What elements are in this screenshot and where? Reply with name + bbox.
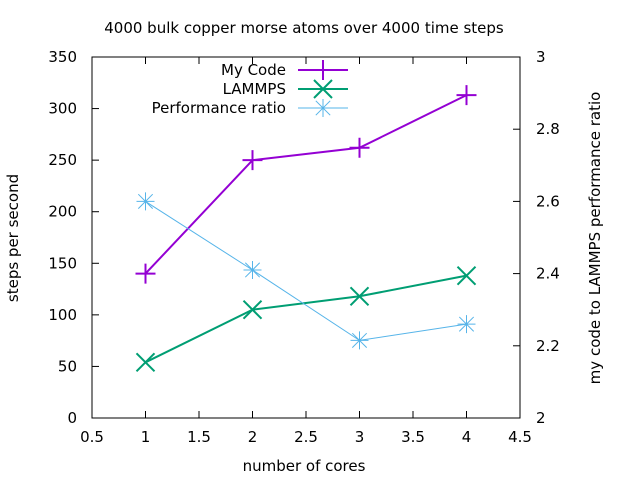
- x-tick-label: 0.5: [80, 428, 104, 446]
- y-tick-label: 100: [48, 306, 77, 324]
- y2-tick-label: 2.6: [536, 192, 560, 210]
- y-tick-label: 0: [67, 409, 77, 427]
- my-code-data-point: [349, 137, 370, 158]
- my-code-legend-label: My Code: [221, 61, 286, 79]
- y-tick-label: 300: [48, 100, 77, 118]
- y-tick-label: 50: [58, 357, 77, 375]
- performance-ratio-data-point: [457, 315, 476, 334]
- y-tick-label: 150: [48, 254, 77, 272]
- y2-tick-label: 2.2: [536, 337, 560, 355]
- lammps-series-line: [145, 274, 467, 364]
- performance-ratio-data-point: [136, 192, 155, 211]
- performance-ratio-legend-marker: [314, 99, 332, 117]
- x-tick-label: 1.5: [187, 428, 211, 446]
- chart-title: 4000 bulk copper morse atoms over 4000 t…: [104, 19, 504, 37]
- lammps-legend-marker: [313, 79, 333, 99]
- y2-tick-label: 2.4: [536, 265, 560, 283]
- my-code-data-point: [456, 85, 477, 106]
- x-tick-label: 3: [355, 428, 365, 446]
- y-axis-label: steps per second: [4, 174, 22, 302]
- y-tick-label: 200: [48, 203, 77, 221]
- lammps-legend-label: LAMMPS: [223, 80, 286, 98]
- lammps-data-point: [135, 352, 156, 373]
- x-axis-label: number of cores: [243, 457, 366, 475]
- performance-ratio-data-point: [350, 331, 369, 350]
- y-tick-label: 350: [48, 48, 77, 66]
- x-tick-label: 3.5: [401, 428, 425, 446]
- x-tick-label: 2: [248, 428, 258, 446]
- my-code-data-point: [242, 150, 263, 171]
- x-tick-label: 4.5: [508, 428, 532, 446]
- performance-ratio-series-line: [145, 200, 467, 341]
- y2-axis-label: my code to LAMMPS performance ratio: [586, 92, 604, 385]
- x-tick-label: 1: [141, 428, 151, 446]
- my-code-legend-marker: [313, 60, 333, 80]
- lammps-data-point: [349, 286, 370, 306]
- y-tick-label: 250: [48, 151, 77, 169]
- y2-tick-label: 2: [536, 409, 546, 427]
- x-tick-label: 2.5: [294, 428, 318, 446]
- performance-ratio-legend-label: Performance ratio: [152, 99, 286, 117]
- y2-tick-label: 3: [536, 48, 546, 66]
- lammps-data-point: [242, 299, 263, 320]
- my-code-series-line: [144, 94, 467, 275]
- performance-ratio-data-point: [243, 260, 262, 279]
- my-code-data-point: [135, 263, 156, 284]
- lammps-data-point: [456, 265, 477, 286]
- x-tick-label: 4: [462, 428, 472, 446]
- y2-tick-label: 2.8: [536, 120, 560, 138]
